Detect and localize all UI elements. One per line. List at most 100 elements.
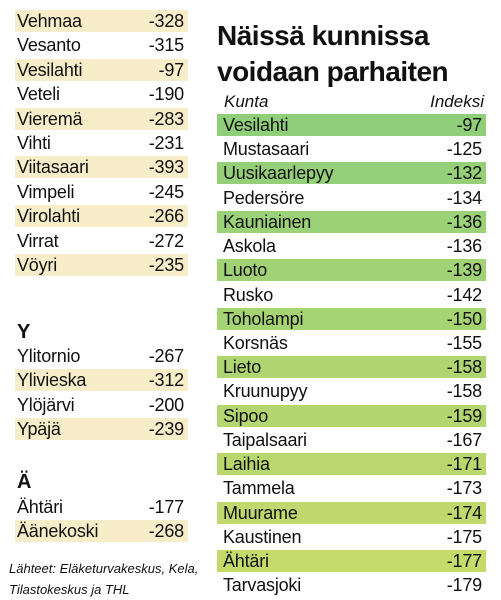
page-title: Näissä kunnissa voidaan parhaiten xyxy=(217,18,501,90)
index-value: -393 xyxy=(148,157,184,178)
list-item: Ähtäri -177 xyxy=(15,496,188,518)
list-item: Taipalsaari -167 xyxy=(217,429,486,451)
index-value: -177 xyxy=(148,497,184,517)
list-item: Luoto -139 xyxy=(217,259,486,282)
index-value: -235 xyxy=(148,255,184,275)
list-item: Muurame -174 xyxy=(217,501,486,524)
municipality-name: Vesilahti xyxy=(223,115,289,135)
municipality-name: Vieremä xyxy=(17,108,83,129)
list-item: Pedersöre -134 xyxy=(217,187,486,209)
municipality-name: Vehmaa xyxy=(17,11,82,31)
index-value: -179 xyxy=(446,575,482,596)
municipality-name: Virrat xyxy=(17,230,59,251)
list-item: Vesilahti -97 xyxy=(15,58,188,81)
index-value: -272 xyxy=(148,230,184,251)
index-value: -200 xyxy=(148,394,184,415)
index-value: -136 xyxy=(446,236,482,257)
municipality-name: Luoto xyxy=(223,260,268,281)
municipality-name: Ylitornio xyxy=(17,346,81,366)
municipality-name: Askola xyxy=(223,236,276,257)
municipality-name: Taipalsaari xyxy=(223,429,307,450)
index-value: -267 xyxy=(148,346,184,366)
index-value: -177 xyxy=(446,550,482,571)
municipality-name: Vihti xyxy=(17,133,51,153)
list-item: Virolahti -266 xyxy=(15,205,188,228)
municipality-name: Sipoo xyxy=(223,405,269,426)
index-value: -239 xyxy=(148,419,184,440)
municipality-name: Ähtäri xyxy=(17,497,63,517)
index-value: -150 xyxy=(446,308,482,329)
list-item: Ähtäri -177 xyxy=(217,549,486,572)
municipality-name: Uusikaarlepyy xyxy=(223,163,334,184)
index-value: -315 xyxy=(148,35,184,56)
municipality-name: Viitasaari xyxy=(17,157,89,178)
title-text: Näissä kunnissa voidaan parhaiten xyxy=(217,20,449,87)
list-item: Viitasaari -393 xyxy=(15,156,188,179)
column-header-index: Indeksi xyxy=(430,92,484,111)
index-value: -245 xyxy=(148,181,184,202)
list-item: Virrat -272 xyxy=(15,230,188,252)
index-value: -283 xyxy=(148,108,184,129)
list-item: Vöyri -235 xyxy=(15,254,188,276)
municipality-name: Rusko xyxy=(223,284,274,305)
list-item: Toholampi -150 xyxy=(217,307,486,330)
list-item: Laihia -171 xyxy=(217,453,486,476)
municipality-name: Ypäjä xyxy=(17,419,61,440)
list-item: Vieremä -283 xyxy=(15,107,188,130)
list-item: Rusko -142 xyxy=(217,284,486,306)
list-item: Lieto -158 xyxy=(217,356,486,379)
list-item: Tarvasjoki -179 xyxy=(217,574,486,596)
list-item: Vimpeli -245 xyxy=(15,181,188,203)
municipality-name: Kaustinen xyxy=(223,526,302,547)
index-value: -158 xyxy=(446,357,482,378)
index-value: -174 xyxy=(446,502,482,523)
list-item: Vesilahti -97 xyxy=(217,114,486,136)
municipality-name: Mustasaari xyxy=(223,139,310,160)
list-item: Ypäjä -239 xyxy=(15,418,188,441)
list-item: Veteli -190 xyxy=(15,83,188,105)
list-item: Vehmaa -328 xyxy=(15,10,188,32)
list-item: Tammela -173 xyxy=(217,477,486,499)
index-value: -134 xyxy=(446,187,482,208)
municipality-name: Tarvasjoki xyxy=(223,575,302,596)
index-value: -328 xyxy=(148,11,184,31)
municipality-name: Laihia xyxy=(223,454,270,475)
municipality-name: Korsnäs xyxy=(223,332,288,353)
section-letter-y: Y xyxy=(17,321,31,343)
municipality-name: Vimpeli xyxy=(17,181,75,202)
index-value: -231 xyxy=(148,133,184,153)
list-item: Äänekoski -268 xyxy=(15,520,188,543)
index-value: -268 xyxy=(148,521,184,542)
list-item: Kaustinen -175 xyxy=(217,526,486,548)
list-item: Mustasaari -125 xyxy=(217,138,486,160)
municipality-name: Virolahti xyxy=(17,206,80,227)
municipality-name: Kauniainen xyxy=(223,211,312,232)
index-value: -175 xyxy=(446,526,482,547)
municipality-name: Pedersöre xyxy=(223,187,305,208)
index-value: -159 xyxy=(446,405,482,426)
list-item: Uusikaarlepyy -132 xyxy=(217,162,486,185)
index-value: -132 xyxy=(446,163,482,184)
index-value: -139 xyxy=(446,260,482,281)
municipality-name: Ylöjärvi xyxy=(17,394,75,415)
index-value: -125 xyxy=(446,139,482,160)
municipality-name: Tammela xyxy=(223,478,295,499)
index-value: -167 xyxy=(446,429,482,450)
index-value: -173 xyxy=(446,478,482,499)
index-value: -97 xyxy=(456,115,483,135)
list-item: Korsnäs -155 xyxy=(217,332,486,354)
municipality-name: Lieto xyxy=(223,357,262,378)
list-item: Kauniainen -136 xyxy=(217,210,486,233)
municipality-name: Muurame xyxy=(223,502,298,523)
column-header-name: Kunta xyxy=(224,92,269,111)
municipality-name: Vesanto xyxy=(17,35,81,56)
index-value: -266 xyxy=(148,206,184,227)
index-value: -158 xyxy=(446,381,482,402)
index-value: -312 xyxy=(148,370,184,391)
section-letter-a: Ä xyxy=(17,471,32,493)
list-item: Askola -136 xyxy=(217,235,486,257)
list-item: Ylöjärvi -200 xyxy=(15,394,188,416)
index-value: -142 xyxy=(446,284,482,305)
municipality-name: Toholampi xyxy=(223,308,304,329)
list-item: Kruunupyy -158 xyxy=(217,380,486,402)
